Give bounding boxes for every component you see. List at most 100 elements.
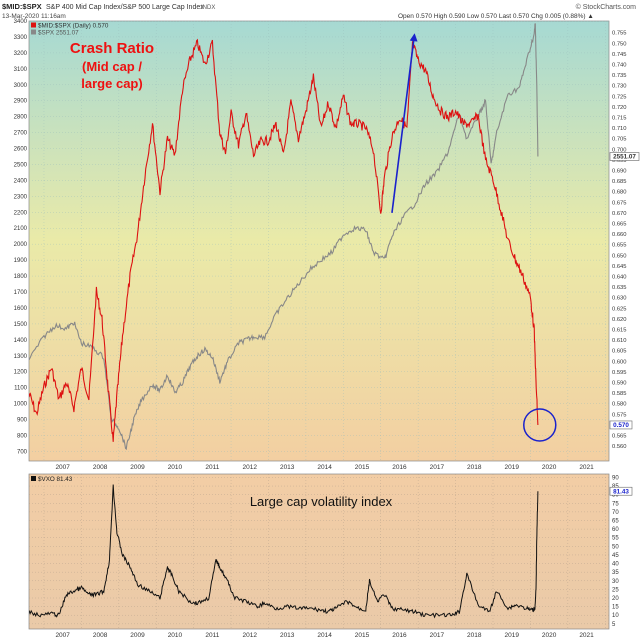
x-tick-label: 2007: [55, 632, 70, 639]
x-tick-label: 2012: [243, 464, 258, 471]
y-tick-label-right: 0.665: [612, 222, 627, 228]
x-tick-label: 2018: [467, 632, 482, 639]
y-tick-label-right: 90: [612, 475, 619, 481]
x-tick-label: 2012: [243, 632, 258, 639]
y-tick-label-right: 0.720: [612, 105, 627, 111]
y-tick-label-left: 2500: [14, 162, 28, 168]
x-tick-label: 2009: [130, 632, 145, 639]
y-tick-label-left: 1900: [14, 258, 28, 264]
legend-swatch-ratio: [31, 22, 36, 28]
svg-text:large cap): large cap): [81, 76, 142, 91]
x-tick-label: 2010: [168, 632, 183, 639]
svg-text:(Mid cap /: (Mid cap /: [82, 59, 142, 74]
top-grid: [29, 20, 609, 461]
svg-text:81.43: 81.43: [613, 488, 629, 495]
y-tick-label-right: 65: [612, 519, 619, 525]
y-tick-label-right: 0.575: [612, 412, 627, 418]
x-tick-label: 2011: [205, 464, 219, 471]
header-exchange: INDX: [201, 5, 215, 11]
y-tick-label-right: 0.755: [612, 31, 627, 37]
y-tick-label-left: 2600: [14, 147, 28, 153]
x-tick-label: 2021: [579, 632, 594, 639]
y-tick-label-left: 1800: [14, 274, 28, 280]
x-tick-label: 2019: [504, 464, 519, 471]
y-tick-label-right: 0.675: [612, 200, 627, 206]
y-tick-label-right: 30: [612, 579, 619, 585]
y-tick-label-right: 40: [612, 562, 619, 568]
bottom-grid: [29, 474, 609, 629]
y-tick-label-right: 0.660: [612, 232, 627, 238]
x-tick-label: 2016: [392, 632, 407, 639]
x-tick-label: 2017: [430, 464, 445, 471]
y-tick-label-left: 2000: [14, 242, 28, 248]
x-tick-label: 2011: [205, 632, 219, 639]
y-tick-label-right: 0.735: [612, 73, 627, 79]
legend-spx: $SPX 2551.07: [38, 30, 79, 37]
y-tick-label-right: 0.560: [612, 444, 627, 450]
x-tick-label: 2014: [317, 464, 332, 471]
x-tick-label: 2020: [542, 632, 557, 639]
x-tick-label: 2020: [542, 464, 557, 471]
y-tick-label-right: 0.700: [612, 147, 627, 153]
y-tick-label-left: 700: [17, 449, 28, 455]
x-tick-label: 2009: [130, 464, 145, 471]
y-tick-label-right: 0.610: [612, 338, 627, 344]
y-tick-label-right: 15: [612, 605, 619, 611]
y-tick-label-right: 0.645: [612, 264, 627, 270]
svg-text:0.570: 0.570: [613, 422, 629, 429]
header-symbol: $MID:$SPX: [2, 2, 42, 11]
x-tick-label: 2017: [430, 632, 445, 639]
header-quote: Open 0.570 High 0.590 Low 0.570 Last 0.5…: [398, 13, 594, 20]
ratio-series-line: [29, 38, 539, 442]
x-tick-label: 2013: [280, 464, 295, 471]
y-tick-label-right: 0.580: [612, 402, 627, 408]
y-tick-label-right: 0.620: [612, 317, 627, 323]
y-tick-label-left: 3400: [14, 19, 28, 25]
y-tick-label-right: 35: [612, 570, 619, 576]
x-tick-label: 2014: [317, 632, 332, 639]
x-tick-label: 2008: [93, 632, 108, 639]
y-tick-label-right: 0.650: [612, 253, 627, 259]
y-tick-label-right: 0.730: [612, 84, 627, 90]
x-tick-label: 2010: [168, 464, 183, 471]
y-tick-label-left: 3100: [14, 67, 28, 73]
bottom-legend: $VXO 81.43: [31, 476, 73, 483]
y-tick-label-left: 2200: [14, 210, 28, 216]
vxo-series-line: [29, 484, 539, 619]
y-tick-label-left: 2300: [14, 194, 28, 200]
y-tick-label-left: 3300: [14, 35, 28, 41]
legend-vxo: $VXO 81.43: [38, 476, 73, 483]
y-tick-label-left: 1000: [14, 402, 28, 408]
y-tick-label-left: 1300: [14, 354, 28, 360]
y-tick-label-right: 0.725: [612, 94, 627, 100]
y-tick-label-right: 45: [612, 553, 619, 559]
y-tick-label-right: 0.740: [612, 62, 627, 68]
x-tick-label: 2015: [355, 632, 370, 639]
x-tick-label: 2013: [280, 632, 295, 639]
y-tick-label-left: 2400: [14, 178, 28, 184]
y-tick-label-right: 0.630: [612, 296, 627, 302]
y-tick-label-right: 70: [612, 510, 619, 516]
y-tick-label-right: 75: [612, 501, 619, 507]
legend-swatch-vxo: [31, 476, 36, 481]
top-legend: $MID:$SPX (Daily) 0.570 $SPX 2551.07: [31, 22, 109, 37]
y-tick-label-right: 60: [612, 527, 619, 533]
y-tick-label-left: 1600: [14, 306, 28, 312]
x-tick-label: 2008: [93, 464, 108, 471]
y-tick-label-left: 2100: [14, 226, 28, 232]
trend-arrow: [391, 33, 418, 214]
y-tick-label-right: 0.655: [612, 243, 627, 249]
tag-vxo: 81.43: [609, 486, 633, 496]
crash-ratio-title: Crash Ratio (Mid cap / large cap): [70, 40, 154, 91]
y-tick-label-left: 3200: [14, 51, 28, 57]
legend-ratio: $MID:$SPX (Daily) 0.570: [38, 23, 109, 30]
y-tick-label-left: 1100: [14, 386, 28, 392]
y-tick-label-right: 5: [612, 622, 616, 628]
y-tick-label-left: 1700: [14, 290, 28, 296]
legend-swatch-spx: [31, 29, 36, 35]
y-tick-label-right: 0.600: [612, 359, 627, 365]
y-tick-label-left: 2800: [14, 115, 28, 121]
y-tick-label-right: 0.685: [612, 179, 627, 185]
y-tick-label-right: 0.680: [612, 190, 627, 196]
y-tick-label-right: 0.605: [612, 349, 627, 355]
